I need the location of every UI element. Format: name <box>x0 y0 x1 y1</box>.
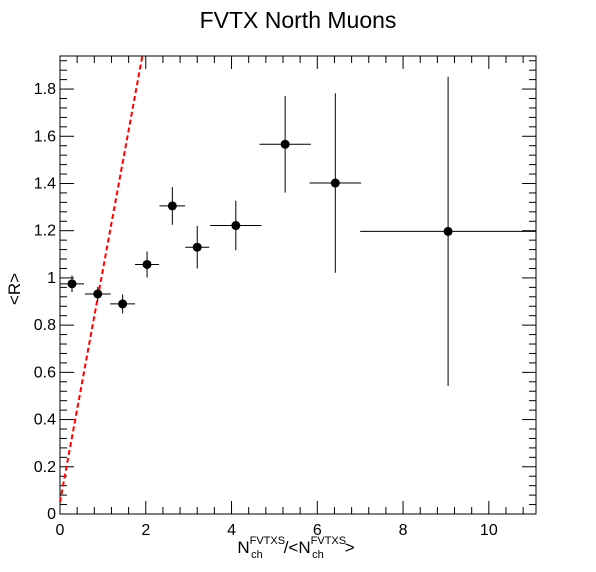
x-axis: 0 2 4 6 8 10 <box>56 56 524 539</box>
y-tick-label: 1.8 <box>34 81 56 98</box>
x-tick-label: 10 <box>480 522 498 539</box>
y-tick-label: 0 <box>47 506 56 523</box>
x-axis-title-part: ch <box>251 549 263 561</box>
data-point <box>135 251 159 277</box>
x-axis-title-part: ch <box>312 549 324 561</box>
data-point <box>310 93 361 272</box>
x-tick-label: 4 <box>227 522 236 539</box>
y-tick-label: 0.8 <box>34 317 56 334</box>
y-tick-label: 1 <box>47 270 56 287</box>
y-tick-label: 1.6 <box>34 128 56 145</box>
plot-frame <box>60 56 536 514</box>
data-point <box>85 287 111 301</box>
y-tick-label: 0.6 <box>34 364 56 381</box>
data-point <box>159 187 185 225</box>
point-marker <box>231 221 240 230</box>
point-marker <box>193 243 202 252</box>
point-marker <box>68 279 77 288</box>
x-axis-title-part: /<N <box>284 538 311 557</box>
y-tick-label: 1.2 <box>34 223 56 240</box>
point-marker <box>444 227 453 236</box>
x-axis-title: NFVTXS ch/<NFVTXS ch > <box>237 535 354 561</box>
x-axis-title-part: > <box>345 538 355 557</box>
x-tick-label: 2 <box>141 522 150 539</box>
x-axis-title-part: FVTXS <box>250 535 285 547</box>
x-tick-label: 8 <box>399 522 408 539</box>
point-marker <box>93 289 102 298</box>
point-marker <box>168 201 177 210</box>
point-marker <box>281 140 290 149</box>
x-axis-title-part: FVTXS <box>311 535 346 547</box>
point-marker <box>118 299 127 308</box>
data-point <box>360 77 536 386</box>
data-point <box>210 201 261 251</box>
chart-title: FVTX North Muons <box>200 7 397 33</box>
x-tick-label: 0 <box>56 522 65 539</box>
data-point <box>259 96 310 193</box>
data-point <box>185 226 209 268</box>
x-axis-title-part: N <box>237 538 249 557</box>
y-tick-label: 0.2 <box>34 459 56 476</box>
point-marker <box>331 179 340 188</box>
y-tick-label: 0.4 <box>34 412 56 429</box>
data-point <box>110 294 135 313</box>
point-marker <box>143 260 152 269</box>
y-axis-title: <R> <box>5 273 24 305</box>
y-tick-label: 1.4 <box>34 175 56 192</box>
data-points-layer <box>60 77 536 386</box>
